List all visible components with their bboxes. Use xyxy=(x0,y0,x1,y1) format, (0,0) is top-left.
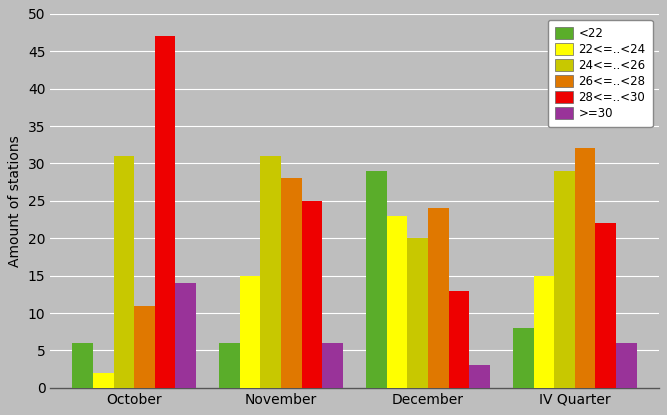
Bar xyxy=(575,149,596,388)
Bar xyxy=(513,328,534,388)
Bar xyxy=(175,283,196,388)
Bar xyxy=(155,36,175,388)
Bar xyxy=(281,178,301,388)
Legend: <22, 22<=..<24, 24<=..<26, 26<=..<28, 28<=..<30, >=30: <22, 22<=..<24, 24<=..<26, 26<=..<28, 28… xyxy=(548,20,653,127)
Bar xyxy=(554,171,575,388)
Bar xyxy=(240,276,261,388)
Bar xyxy=(469,365,490,388)
Bar xyxy=(219,343,240,388)
Bar xyxy=(616,343,636,388)
Bar xyxy=(93,373,113,388)
Y-axis label: Amount of stations: Amount of stations xyxy=(8,135,22,267)
Bar xyxy=(428,208,448,388)
Bar xyxy=(322,343,343,388)
Bar xyxy=(261,156,281,388)
Bar xyxy=(408,238,428,388)
Bar xyxy=(366,171,387,388)
Bar xyxy=(113,156,134,388)
Bar xyxy=(534,276,554,388)
Bar xyxy=(134,305,155,388)
Bar xyxy=(387,216,408,388)
Bar xyxy=(301,201,322,388)
Bar xyxy=(73,343,93,388)
Bar xyxy=(596,223,616,388)
Bar xyxy=(448,290,469,388)
